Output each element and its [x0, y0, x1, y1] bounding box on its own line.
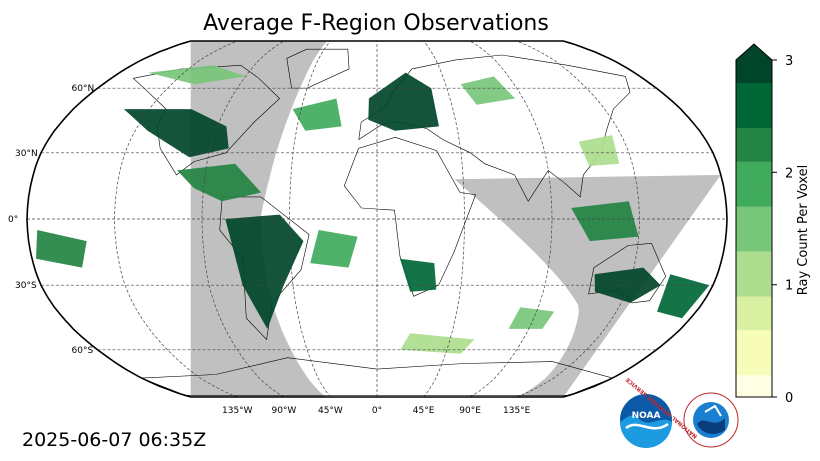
- observation-maritime-asia: [571, 201, 639, 242]
- observation-north-atlantic: [292, 98, 342, 131]
- colorbar-band: [736, 93, 772, 106]
- nightside-shading: [190, 41, 721, 397]
- colorbar-band: [736, 183, 772, 196]
- colorbar-band: [736, 329, 772, 342]
- observation-indian-ocean: [508, 307, 555, 329]
- colorbar-band: [736, 217, 772, 230]
- longitude-labels: 135°W 90°W 45°W 0° 45°E 90°E 135°E: [222, 406, 531, 416]
- colorbar-band: [736, 194, 772, 207]
- colorbar-band: [736, 273, 772, 286]
- lat-label-0: 0°: [8, 215, 18, 225]
- meridian-line: [201, 41, 285, 397]
- colorbar-band: [736, 374, 772, 387]
- lon-label-45e: 45°E: [413, 406, 435, 416]
- colorbar-band: [736, 363, 772, 376]
- lat-label-30s: 30°S: [15, 281, 37, 291]
- colorbar-band: [736, 295, 772, 308]
- colorbar-band: [736, 352, 772, 364]
- colorbar-gradient: [736, 44, 772, 397]
- graticule: [27, 41, 727, 397]
- meridian-line: [516, 41, 640, 397]
- colorbar-band: [736, 284, 772, 297]
- colorbar-band: [736, 318, 772, 331]
- colorbar-band: [736, 104, 772, 117]
- observation-south-atlantic: [310, 230, 358, 268]
- colorbar-band: [736, 228, 772, 241]
- colorbar-band: [736, 116, 772, 128]
- observation-east-asia: [578, 135, 620, 166]
- lon-label-135w: 135°W: [222, 406, 253, 416]
- coastline-africa: [343, 136, 477, 297]
- meridian-line: [114, 41, 238, 397]
- observation-density: [36, 65, 710, 354]
- colorbar-band: [736, 385, 772, 397]
- colorbar-label: Ray Count Per Voxel: [796, 165, 811, 295]
- meridian-line: [423, 41, 465, 397]
- meridian-line: [469, 41, 553, 397]
- lon-label-135e: 135°E: [503, 406, 531, 416]
- colorbar-band: [736, 44, 772, 73]
- map-border: [26, 40, 728, 398]
- observation-europe: [368, 72, 439, 131]
- colorbar-band: [736, 251, 772, 263]
- observation-southern-ocean: [400, 333, 475, 354]
- coastline-greenland: [286, 48, 350, 89]
- lon-label-45w: 45°W: [318, 406, 343, 416]
- colorbar-band: [736, 340, 772, 353]
- colorbar-band: [736, 149, 772, 162]
- observation-siberia: [460, 76, 515, 105]
- colorbar-band: [736, 172, 772, 185]
- colorbar-tick-label: 3: [785, 54, 793, 69]
- observation-alaska-canada-arctic: [148, 65, 246, 85]
- observation-eastern-pacific: [36, 230, 87, 268]
- colorbar-band: [736, 206, 772, 218]
- lat-label-60s: 60°S: [72, 346, 94, 356]
- colorbar-band: [736, 127, 772, 140]
- lon-label-90w: 90°W: [271, 406, 296, 416]
- colorbar-frame: [735, 43, 773, 398]
- lon-label-90e: 90°E: [459, 406, 481, 416]
- lon-label-0: 0°: [372, 406, 382, 416]
- observation-south-america: [225, 214, 304, 329]
- colorbar-band: [736, 161, 772, 173]
- colorbar-tick-label: 2: [785, 166, 793, 181]
- colorbar-tick-label: 1: [785, 279, 793, 294]
- colorbar-band: [736, 138, 772, 151]
- lat-label-30n: 30°N: [15, 149, 38, 159]
- latitude-labels: 60°N 30°N 0° 30°S 60°S: [8, 84, 94, 356]
- chart-title: Average F-Region Observations: [203, 11, 549, 36]
- observation-north-america: [123, 109, 229, 158]
- colorbar-tick-label: 0: [785, 391, 793, 406]
- colorbar: 0 1 2 3 Ray Count Per Voxel: [735, 43, 811, 406]
- colorbar-ticks: 0 1 2 3: [772, 54, 793, 406]
- noaa-logo: NOAA: [620, 394, 672, 448]
- lat-label-60n: 60°N: [72, 84, 95, 94]
- colorbar-band: [736, 71, 772, 83]
- colorbar-band: [736, 239, 772, 252]
- observation-southern-africa: [400, 258, 437, 292]
- noaa-logo-text: NOAA: [632, 411, 661, 421]
- robinson-map: [26, 40, 728, 398]
- observation-central-america: [177, 163, 262, 202]
- colorbar-band: [736, 262, 772, 274]
- meridian-line: [289, 41, 331, 397]
- colorbar-band: [736, 82, 772, 95]
- timestamp: 2025-06-07 06:35Z: [22, 429, 206, 451]
- colorbar-band: [736, 307, 772, 319]
